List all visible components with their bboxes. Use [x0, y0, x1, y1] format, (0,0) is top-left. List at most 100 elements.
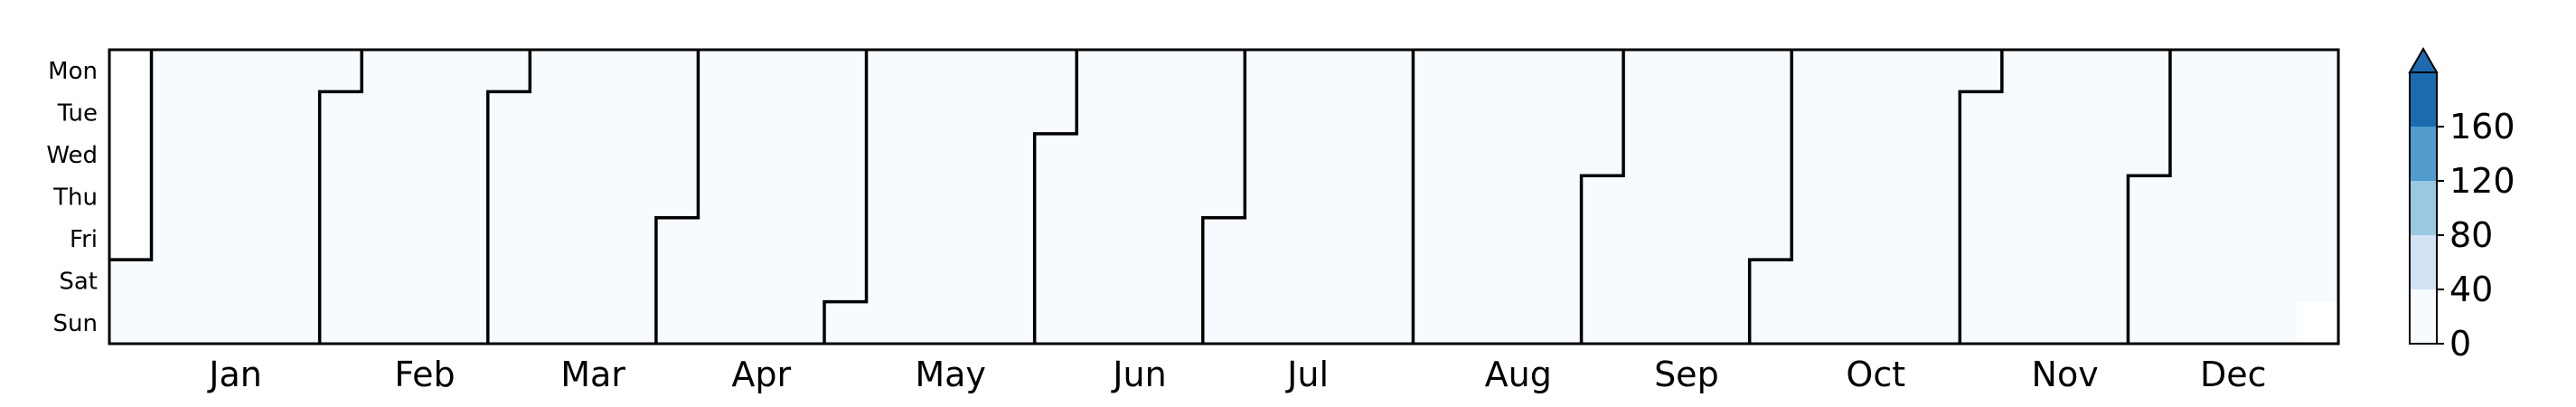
heatmap-cell	[403, 50, 447, 93]
heatmap-cell	[1202, 91, 1246, 135]
heatmap-cell	[1581, 260, 1624, 303]
month-boundary	[1579, 50, 1625, 345]
heatmap-cell	[992, 260, 1036, 303]
heatmap-cell	[908, 133, 952, 176]
heatmap-cell	[1917, 301, 1960, 345]
day-label: Fri	[70, 226, 98, 253]
heatmap-cell	[908, 301, 952, 345]
heatmap-cell	[571, 133, 615, 176]
month-boundary	[317, 50, 363, 345]
day-label: Thu	[52, 185, 98, 212]
heatmap-cell	[824, 133, 868, 176]
heatmap-cell	[1118, 91, 1161, 135]
heatmap-cell	[1202, 175, 1246, 219]
heatmap-cell	[362, 301, 405, 345]
colorbar-outline	[2409, 72, 2438, 345]
heatmap-cell	[1960, 91, 2003, 135]
heatmap-cell	[2044, 91, 2087, 135]
heatmap-cell	[1413, 50, 1456, 93]
heatmap-cell	[1833, 91, 1876, 135]
heatmap-cell	[1960, 133, 2003, 176]
month-boundary	[654, 50, 700, 345]
heatmap-cell	[908, 50, 952, 93]
heatmap-cell	[950, 50, 993, 93]
heatmap-cell	[2169, 133, 2214, 176]
heatmap-cell	[571, 217, 615, 260]
heatmap-cell	[2212, 175, 2255, 219]
heatmap-cell	[1329, 260, 1372, 303]
heatmap-cell	[1118, 175, 1161, 219]
heatmap-cell	[1749, 91, 1792, 135]
heatmap-cell	[1539, 133, 1583, 176]
heatmap-cell	[1413, 301, 1456, 345]
heatmap-cell	[1034, 133, 1077, 176]
heatmap-cell	[1497, 217, 1540, 260]
heatmap-cell	[2128, 260, 2171, 303]
heatmap-cell	[1917, 175, 1960, 219]
heatmap-cell	[992, 50, 1036, 93]
heatmap-cell	[1833, 175, 1876, 219]
heatmap-cell	[698, 301, 741, 345]
heatmap-cell	[403, 175, 447, 219]
heatmap-cell	[446, 133, 489, 176]
heatmap-cell	[1665, 175, 1708, 219]
month-boundary	[823, 50, 869, 345]
heatmap-cell	[655, 50, 700, 93]
heatmap-cell	[2128, 133, 2171, 176]
month-boundary	[1958, 50, 2004, 345]
heatmap-cell	[655, 301, 700, 345]
heatmap-cell	[1707, 50, 1751, 93]
heatmap-cell	[446, 175, 489, 219]
heatmap-cell	[908, 91, 952, 135]
heatmap-cell	[2044, 50, 2087, 93]
heatmap-cell	[151, 260, 194, 303]
month-boundary	[109, 50, 154, 261]
month-label: Jun	[1111, 355, 1166, 394]
heatmap-cell	[109, 301, 153, 345]
heatmap-cell	[151, 217, 194, 260]
heatmap-cell	[571, 175, 615, 219]
heatmap-cell	[1917, 260, 1960, 303]
heatmap-cell	[1539, 175, 1583, 219]
heatmap-cell	[1581, 175, 1624, 219]
heatmap-cell	[2254, 91, 2298, 135]
heatmap-cell	[2001, 91, 2045, 135]
heatmap-cell	[1623, 50, 1667, 93]
heatmap-cell	[1581, 301, 1624, 345]
heatmap-cell	[992, 175, 1036, 219]
heatmap-cell	[1161, 301, 1204, 345]
colorbar-extend	[2408, 46, 2439, 73]
heatmap-cell	[2001, 217, 2045, 260]
heatmap-cell	[1707, 133, 1751, 176]
heatmap-cell	[1791, 301, 1835, 345]
heatmap-cell	[1370, 260, 1415, 303]
heatmap-cell	[1454, 91, 1499, 135]
heatmap-cell	[698, 260, 741, 303]
heatmap-cell	[571, 260, 615, 303]
heatmap-cell	[2169, 260, 2214, 303]
heatmap-cell	[277, 133, 321, 176]
heatmap-cell	[1749, 301, 1792, 345]
heatmap-cell	[992, 301, 1036, 345]
heatmap-cell	[1245, 133, 1288, 176]
heatmap-cell	[1876, 175, 1919, 219]
heatmap-cell	[1539, 260, 1583, 303]
heatmap-cell	[1749, 50, 1792, 93]
heatmap-cell	[2001, 175, 2045, 219]
heatmap-cell	[1413, 260, 1456, 303]
heatmap-cell	[1161, 260, 1204, 303]
heatmap-cell	[698, 217, 741, 260]
heatmap-cell	[782, 260, 825, 303]
heatmap-cell	[2085, 175, 2129, 219]
heatmap-cell	[1539, 301, 1583, 345]
heatmap-cell	[739, 217, 784, 260]
heatmap-cell	[614, 133, 657, 176]
heatmap-cell	[2128, 91, 2171, 135]
heatmap-cell	[2296, 50, 2339, 93]
heatmap-cell	[655, 133, 700, 176]
heatmap-cell	[1118, 260, 1161, 303]
heatmap-cell	[1454, 260, 1499, 303]
heatmap-cell	[487, 133, 531, 176]
heatmap-cell	[1623, 133, 1667, 176]
day-label: Tue	[57, 100, 98, 128]
